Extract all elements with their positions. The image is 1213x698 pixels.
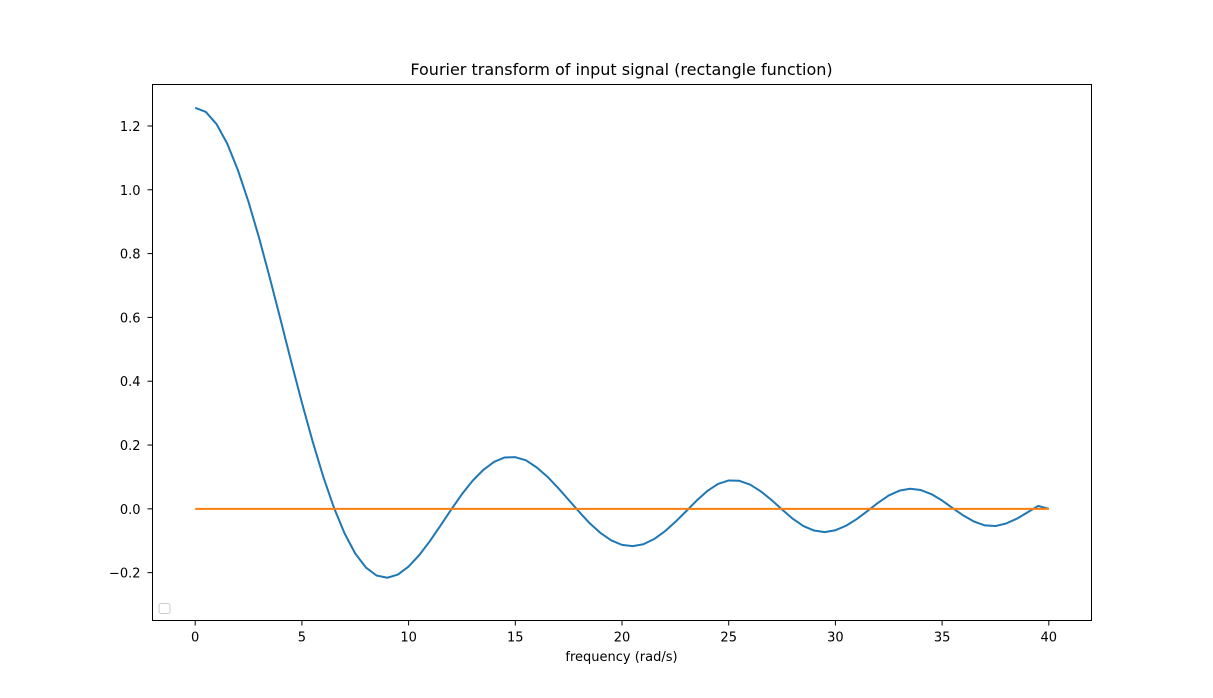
x-tick-label: 5 xyxy=(298,631,306,646)
x-axis-label: frequency (rad/s) xyxy=(565,650,677,665)
y-tick-label: 0.4 xyxy=(120,375,141,390)
x-tick-label: 20 xyxy=(614,631,631,646)
x-tick-label: 0 xyxy=(191,631,199,646)
chart-title: Fourier transform of input signal (recta… xyxy=(410,60,832,79)
y-tick-label: 1.2 xyxy=(120,120,141,135)
x-tick-label: 40 xyxy=(1041,631,1058,646)
y-axis-ticks: −0.2 0.0 0.2 0.4 0.6 0.8 1.0 1.2 xyxy=(109,120,153,582)
x-axis-ticks: 0 5 10 15 20 25 30 35 40 xyxy=(191,620,1058,646)
x-tick-label: 30 xyxy=(827,631,844,646)
series-line-0 xyxy=(194,106,1050,579)
x-tick-label: 25 xyxy=(720,631,737,646)
y-tick-label: 0.0 xyxy=(120,503,141,518)
x-tick-label: 35 xyxy=(934,631,951,646)
y-tick-label: 0.2 xyxy=(120,439,141,454)
x-tick-label: 15 xyxy=(507,631,524,646)
y-tick-label: −0.2 xyxy=(109,567,141,582)
y-tick-label: 1.0 xyxy=(120,184,141,199)
y-tick-label: 0.6 xyxy=(120,311,141,326)
plot-background xyxy=(152,84,1092,621)
x-tick-label: 10 xyxy=(400,631,417,646)
y-tick-label: 0.8 xyxy=(120,248,141,263)
series-layer xyxy=(194,106,1050,579)
legend-box xyxy=(158,603,171,614)
